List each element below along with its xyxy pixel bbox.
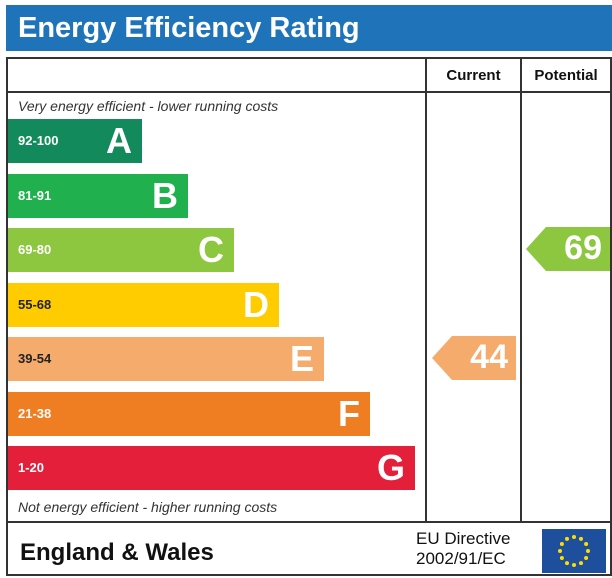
column-header-potential: Potential [534, 67, 598, 84]
directive-line-2: 2002/91/EC [416, 549, 506, 568]
flag-star [584, 556, 589, 560]
eu-flag-stars [558, 535, 590, 567]
band-d: 55-68 D [8, 282, 279, 327]
flag-star [572, 535, 576, 539]
current-rating-value: 44 [470, 338, 508, 376]
band-range-label: 21-38 [18, 405, 52, 421]
band-letter-label: E [289, 338, 314, 379]
band-c: 69-80 C [8, 228, 234, 272]
band-range-label: 1-20 [18, 460, 45, 475]
flag-star [579, 561, 583, 566]
band-e: 39-54 E [8, 337, 324, 381]
band-letter-label: F [338, 392, 360, 434]
flag-star [565, 561, 569, 566]
flag-star [584, 542, 589, 546]
band-range-label: 69-80 [18, 242, 52, 257]
flag-star [559, 542, 564, 546]
header-bar: Energy Efficiency Rating [6, 5, 612, 51]
band-b: 81-91 B [8, 173, 188, 218]
band-range-label: 81-91 [18, 187, 52, 203]
potential-rating-value: 69 [564, 229, 602, 267]
arrow-polygon [432, 336, 516, 380]
eu-flag-icon [542, 529, 606, 573]
flag-star [586, 549, 590, 553]
flag-star [572, 563, 576, 567]
column-header-current: Current [446, 67, 501, 84]
flag-star [565, 536, 569, 541]
current-rating-arrow: 44 [432, 336, 516, 380]
band-letter-label: B [152, 174, 178, 216]
band-a: 92-100 A [8, 119, 142, 163]
potential-rating-arrow: 69 [526, 227, 610, 271]
rating-chart: Current Potential Very energy efficient … [6, 57, 612, 576]
band-range-label: 55-68 [18, 296, 52, 312]
arrow-shape [526, 227, 610, 271]
band-g: 1-20 G [8, 446, 415, 490]
arrow-polygon [526, 227, 610, 271]
band-range-label: 39-54 [18, 351, 52, 366]
arrow-shape [432, 336, 516, 380]
directive-line-1: EU Directive [416, 529, 511, 548]
band-f: 21-38 F [8, 391, 370, 436]
note-top: Very energy efficient - lower running co… [18, 98, 279, 114]
note-bottom: Not energy efficient - higher running co… [18, 499, 278, 515]
footer-region: England & Wales [20, 539, 214, 566]
band-range-label: 92-100 [18, 133, 59, 148]
flag-star [559, 556, 564, 560]
footer-divider [8, 521, 610, 523]
flag-star [579, 536, 583, 541]
band-letter-label: G [376, 447, 405, 488]
header-divider [8, 91, 610, 93]
band-letter-label: A [106, 120, 132, 161]
band-letter-label: D [243, 283, 269, 325]
column-divider-current [425, 59, 427, 523]
flag-star [558, 549, 562, 553]
page-title: Energy Efficiency Rating [18, 12, 360, 44]
band-letter-label: C [198, 229, 224, 270]
column-divider-potential [520, 59, 522, 523]
footer-directive: EU Directive 2002/91/EC [416, 529, 510, 569]
